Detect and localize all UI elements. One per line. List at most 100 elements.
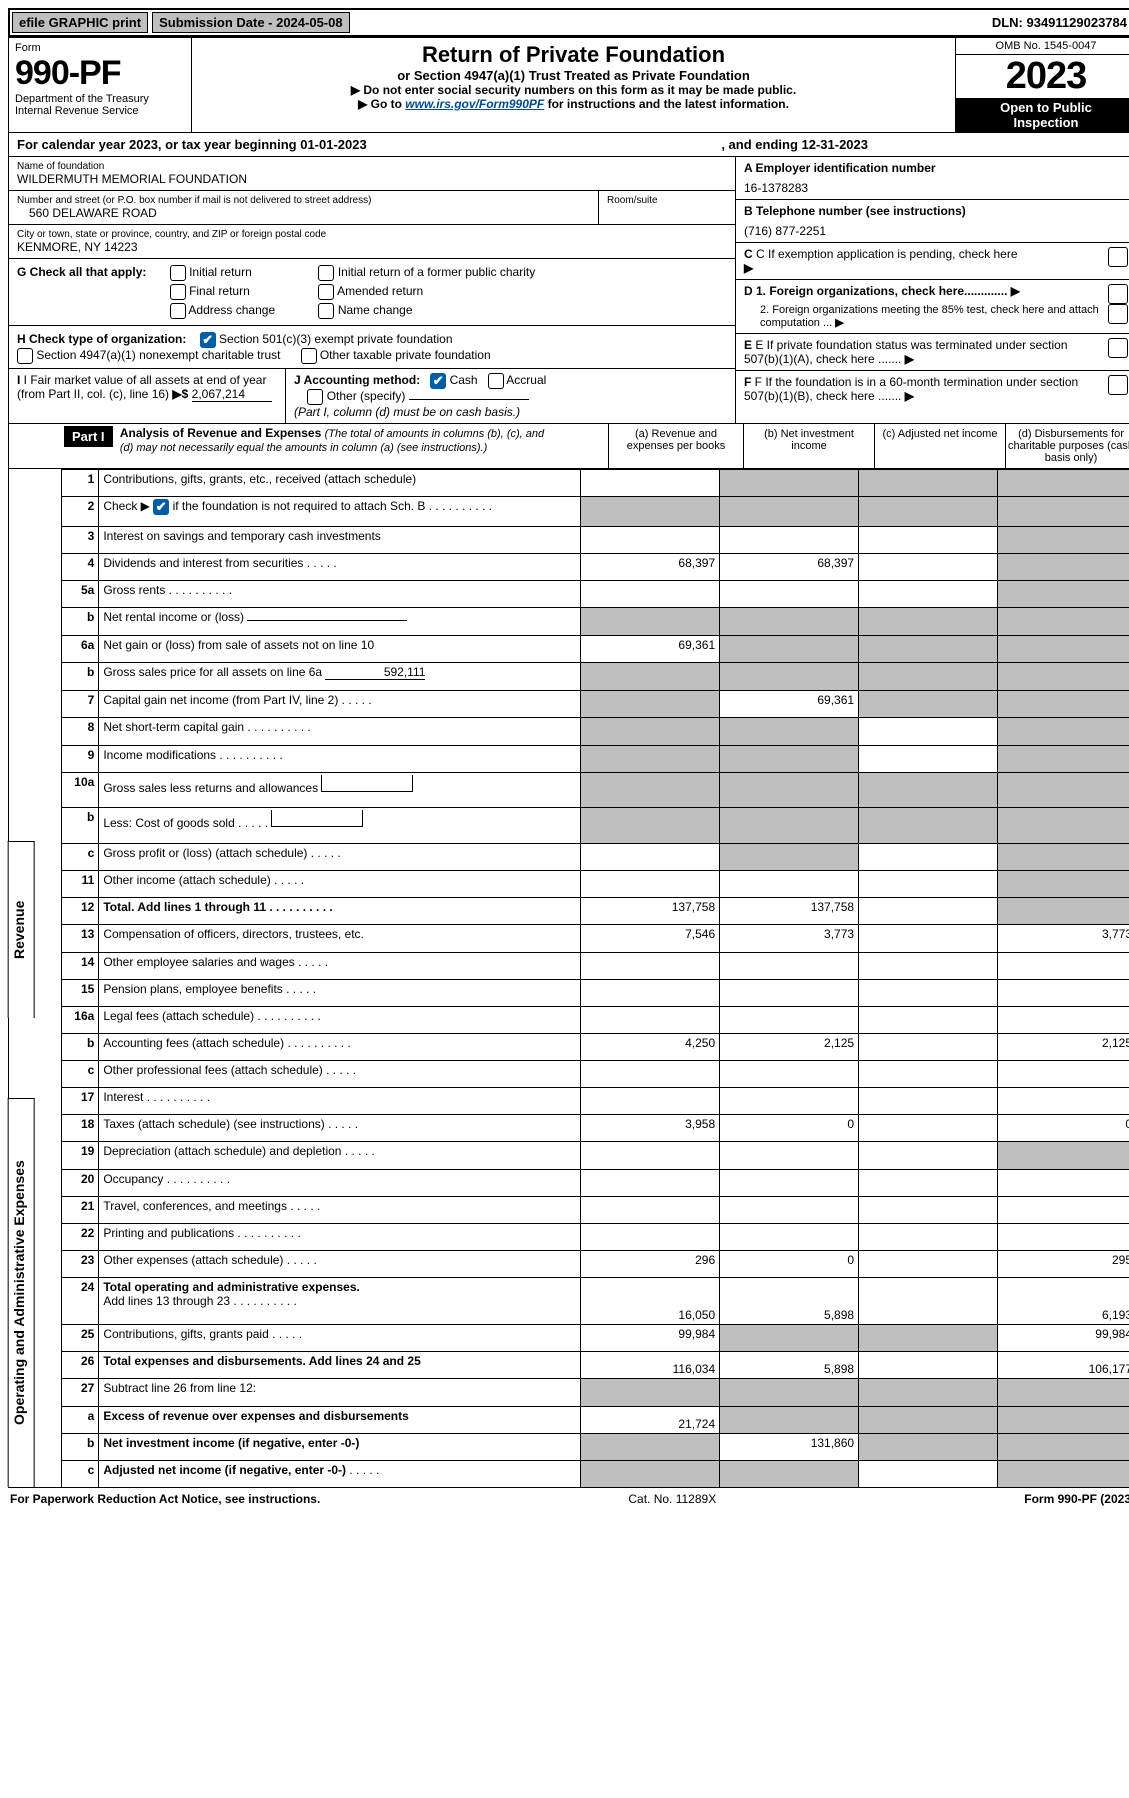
note2-post: for instructions and the latest informat… [544, 97, 789, 111]
foundation-address: 560 DELAWARE ROAD [17, 206, 590, 220]
table-row: cOther professional fees (attach schedul… [62, 1061, 1129, 1088]
checkbox-cash[interactable]: ✔ [430, 373, 446, 389]
col-c-header: (c) Adjusted net income [874, 424, 1005, 468]
c-text: C If exemption application is pending, c… [756, 247, 1018, 261]
g-label: G Check all that apply: [17, 265, 146, 279]
city-label: City or town, state or province, country… [17, 229, 727, 240]
checkbox-initial-return[interactable] [170, 265, 186, 281]
expenses-vlabel: Operating and Administrative Expenses [8, 1098, 35, 1487]
header-left: Form 990-PF Department of the Treasury I… [9, 38, 192, 132]
checkbox-e[interactable] [1108, 338, 1128, 358]
foundation-city: KENMORE, NY 14223 [17, 240, 727, 254]
table-row: 24Total operating and administrative exp… [62, 1278, 1129, 1325]
open-public: Open to PublicInspection [956, 98, 1129, 132]
table-row: bAccounting fees (attach schedule)4,2502… [62, 1033, 1129, 1060]
form990pf-link[interactable]: www.irs.gov/Form990PF [405, 97, 544, 111]
d1-text: D 1. Foreign organizations, check here..… [744, 284, 1007, 298]
form-number: 990-PF [15, 54, 185, 93]
col-b-header: (b) Net investment income [743, 424, 874, 468]
checkbox-accrual[interactable] [488, 373, 504, 389]
checkbox-sch-b[interactable]: ✔ [153, 499, 169, 515]
table-row: 22Printing and publications [62, 1223, 1129, 1250]
form-subtitle: or Section 4947(a)(1) Trust Treated as P… [198, 68, 949, 83]
table-row: 27Subtract line 26 from line 12: [62, 1379, 1129, 1406]
table-row: 7Capital gain net income (from Part IV, … [62, 691, 1129, 718]
form-label: Form [15, 42, 185, 54]
col-d-header: (d) Disbursements for charitable purpose… [1005, 424, 1129, 468]
irs-label: Internal Revenue Service [15, 105, 185, 117]
table-row: bLess: Cost of goods sold [62, 808, 1129, 844]
phone-value: (716) 877-2251 [744, 218, 1128, 238]
ein-value: 16-1378283 [744, 175, 1128, 195]
info-right: A Employer identification number 16-1378… [735, 157, 1129, 423]
d2-text: 2. Foreign organizations meeting the 85%… [760, 304, 1099, 329]
checkbox-final-return[interactable] [170, 284, 186, 300]
table-row: aExcess of revenue over expenses and dis… [62, 1406, 1129, 1433]
note2-pre: ▶ Go to [358, 97, 405, 111]
table-row: 4Dividends and interest from securities6… [62, 554, 1129, 581]
footer: For Paperwork Reduction Act Notice, see … [8, 1488, 1129, 1510]
form-header: Form 990-PF Department of the Treasury I… [8, 37, 1129, 133]
section-ij: I I Fair market value of all assets at e… [9, 369, 735, 423]
cal-year-end: , and ending 12-31-2023 [721, 137, 868, 152]
part1-label: Part I [64, 426, 113, 447]
address-row: Number and street (or P.O. box number if… [9, 191, 735, 225]
checkbox-4947[interactable] [17, 348, 33, 364]
city-cell: City or town, state or province, country… [9, 225, 735, 259]
room-label: Room/suite [607, 195, 727, 206]
footer-right: Form 990-PF (2023) [1024, 1492, 1129, 1506]
table-row: 13Compensation of officers, directors, t… [62, 925, 1129, 952]
table-row: 19Depreciation (attach schedule) and dep… [62, 1142, 1129, 1169]
checkbox-name-change[interactable] [318, 303, 334, 319]
table-row: 8Net short-term capital gain [62, 718, 1129, 745]
table-row: 10aGross sales less returns and allowanc… [62, 772, 1129, 808]
note-ssn: ▶ Do not enter social security numbers o… [198, 83, 949, 97]
table-row: 5aGross rents [62, 581, 1129, 608]
section-g: G Check all that apply: Initial return F… [9, 259, 735, 326]
j-label: J Accounting method: [294, 373, 420, 387]
foundation-name-cell: Name of foundation WILDERMUTH MEMORIAL F… [9, 157, 735, 191]
checkbox-amended[interactable] [318, 284, 334, 300]
submission-date-button[interactable]: Submission Date - 2024-05-08 [152, 12, 350, 33]
efile-print-button[interactable]: efile GRAPHIC print [12, 12, 148, 33]
table-row: cAdjusted net income (if negative, enter… [62, 1460, 1129, 1487]
checkbox-d2[interactable] [1108, 304, 1128, 324]
calendar-year-row: For calendar year 2023, or tax year begi… [8, 133, 1129, 157]
part1-header-row: Part I Analysis of Revenue and Expenses … [8, 424, 1129, 469]
checkbox-c[interactable] [1108, 247, 1128, 267]
table-row: 9Income modifications [62, 745, 1129, 772]
table-row: 14Other employee salaries and wages [62, 952, 1129, 979]
checkbox-other-method[interactable] [307, 389, 323, 405]
table-row: 11Other income (attach schedule) [62, 871, 1129, 898]
ein-label: A Employer identification number [744, 161, 1128, 175]
checkbox-d1[interactable] [1108, 284, 1128, 304]
checkbox-other-taxable[interactable] [301, 348, 317, 364]
table-row: 21Travel, conferences, and meetings [62, 1196, 1129, 1223]
dln-label: DLN: 93491129023784 [992, 15, 1129, 30]
addr-label: Number and street (or P.O. box number if… [17, 195, 590, 206]
header-center: Return of Private Foundation or Section … [192, 38, 955, 132]
ein-cell: A Employer identification number 16-1378… [736, 157, 1129, 200]
table-row: cGross profit or (loss) (attach schedule… [62, 844, 1129, 871]
main-table-wrap: Revenue Operating and Administrative Exp… [8, 469, 1129, 1488]
checkbox-initial-former[interactable] [318, 265, 334, 281]
top-bar: efile GRAPHIC print Submission Date - 20… [8, 8, 1129, 37]
tax-year: 2023 [956, 55, 1129, 98]
table-row: 17Interest [62, 1088, 1129, 1115]
f-row: F F If the foundation is in a 60-month t… [736, 371, 1129, 407]
info-left: Name of foundation WILDERMUTH MEMORIAL F… [9, 157, 735, 423]
table-row: 12Total. Add lines 1 through 11137,75813… [62, 898, 1129, 925]
info-block: Name of foundation WILDERMUTH MEMORIAL F… [8, 157, 1129, 424]
form-title: Return of Private Foundation [198, 42, 949, 68]
checkbox-f[interactable] [1108, 375, 1128, 395]
table-row: 15Pension plans, employee benefits [62, 979, 1129, 1006]
table-row: 6aNet gain or (loss) from sale of assets… [62, 635, 1129, 662]
checkbox-address-change[interactable] [170, 303, 186, 319]
table-row: 20Occupancy [62, 1169, 1129, 1196]
checkbox-501c3[interactable]: ✔ [200, 332, 216, 348]
i-value: 2,067,214 [192, 387, 272, 402]
section-h: H Check type of organization: ✔ Section … [9, 326, 735, 369]
table-row: bNet rental income or (loss) [62, 608, 1129, 635]
table-row: bGross sales price for all assets on lin… [62, 662, 1129, 691]
revenue-vlabel: Revenue [8, 841, 35, 1018]
